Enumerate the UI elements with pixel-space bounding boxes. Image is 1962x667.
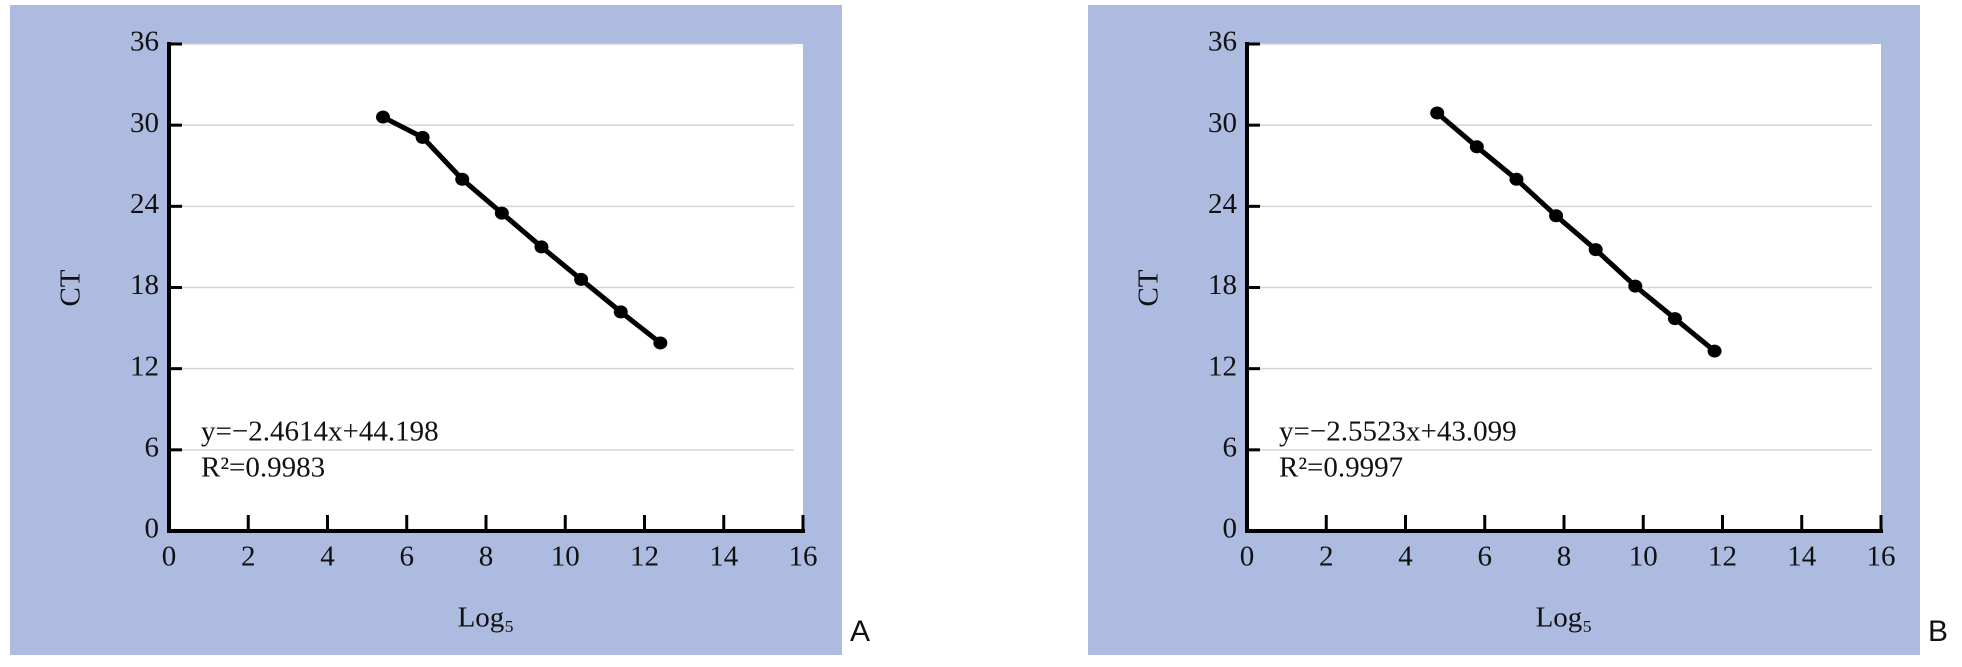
point bbox=[1509, 172, 1524, 186]
point bbox=[1588, 243, 1603, 257]
y-tick-label: 12 bbox=[130, 350, 159, 382]
x-tick-label: 8 bbox=[479, 541, 494, 573]
point bbox=[455, 172, 470, 186]
y-tick-label: 36 bbox=[130, 26, 159, 58]
y-tick-label: 0 bbox=[1223, 513, 1238, 545]
x-axis-label: Log₅ bbox=[1536, 602, 1593, 634]
x-tick-label: 12 bbox=[1708, 541, 1737, 573]
x-tick-label: 14 bbox=[1787, 541, 1817, 573]
point bbox=[494, 206, 509, 220]
point bbox=[375, 110, 390, 124]
x-tick-label: 14 bbox=[709, 541, 739, 573]
x-tick-label: 8 bbox=[1557, 541, 1572, 573]
point bbox=[415, 130, 430, 144]
point bbox=[1667, 312, 1682, 326]
point bbox=[1469, 140, 1484, 154]
panel-label: B bbox=[1928, 615, 1948, 648]
fit-line bbox=[1435, 111, 1717, 354]
y-tick-label: 0 bbox=[145, 513, 160, 545]
point bbox=[653, 336, 668, 350]
x-tick-label: 0 bbox=[1240, 541, 1255, 573]
y-tick-label: 18 bbox=[130, 269, 159, 301]
point bbox=[613, 305, 628, 319]
y-tick-label: 24 bbox=[1208, 188, 1238, 220]
x-tick-label: 0 bbox=[162, 541, 177, 573]
y-axis-label: CT bbox=[55, 269, 87, 306]
fit-line bbox=[381, 114, 662, 345]
x-tick-label: 6 bbox=[400, 541, 415, 573]
equation: R²=0.9997 bbox=[1279, 452, 1403, 484]
y-tick-label: 18 bbox=[1208, 269, 1237, 301]
x-tick-label: 10 bbox=[1629, 541, 1658, 573]
y-axis-label: CT bbox=[1133, 269, 1165, 306]
x-tick-label: 2 bbox=[1319, 541, 1334, 573]
y-tick-label: 36 bbox=[1208, 26, 1237, 58]
y-tick-label: 12 bbox=[1208, 350, 1237, 382]
point bbox=[1707, 344, 1722, 358]
x-tick-label: 6 bbox=[1478, 541, 1493, 573]
equation: y=−2.4614x+44.198 bbox=[201, 416, 439, 448]
y-tick-label: 6 bbox=[1223, 431, 1238, 463]
x-tick-label: 4 bbox=[1398, 541, 1413, 573]
y-tick-label: 24 bbox=[130, 188, 160, 220]
x-tick-label: 16 bbox=[1867, 541, 1896, 573]
x-tick-label: 12 bbox=[630, 541, 659, 573]
x-tick-label: 10 bbox=[551, 541, 580, 573]
y-tick-label: 30 bbox=[130, 107, 159, 139]
x-tick-label: 16 bbox=[789, 541, 818, 573]
x-tick-label: 2 bbox=[241, 541, 256, 573]
equation: y=−2.5523x+43.099 bbox=[1279, 416, 1517, 448]
x-tick-label: 4 bbox=[320, 541, 335, 573]
point bbox=[534, 240, 549, 254]
point bbox=[1430, 106, 1445, 120]
panel-label: A bbox=[850, 615, 870, 648]
x-axis-label: Log₅ bbox=[458, 602, 515, 634]
y-tick-label: 30 bbox=[1208, 107, 1237, 139]
equation: R²=0.9983 bbox=[201, 452, 325, 484]
y-tick-label: 6 bbox=[145, 431, 160, 463]
point bbox=[1549, 209, 1564, 223]
point bbox=[574, 272, 589, 286]
point bbox=[1628, 279, 1643, 293]
